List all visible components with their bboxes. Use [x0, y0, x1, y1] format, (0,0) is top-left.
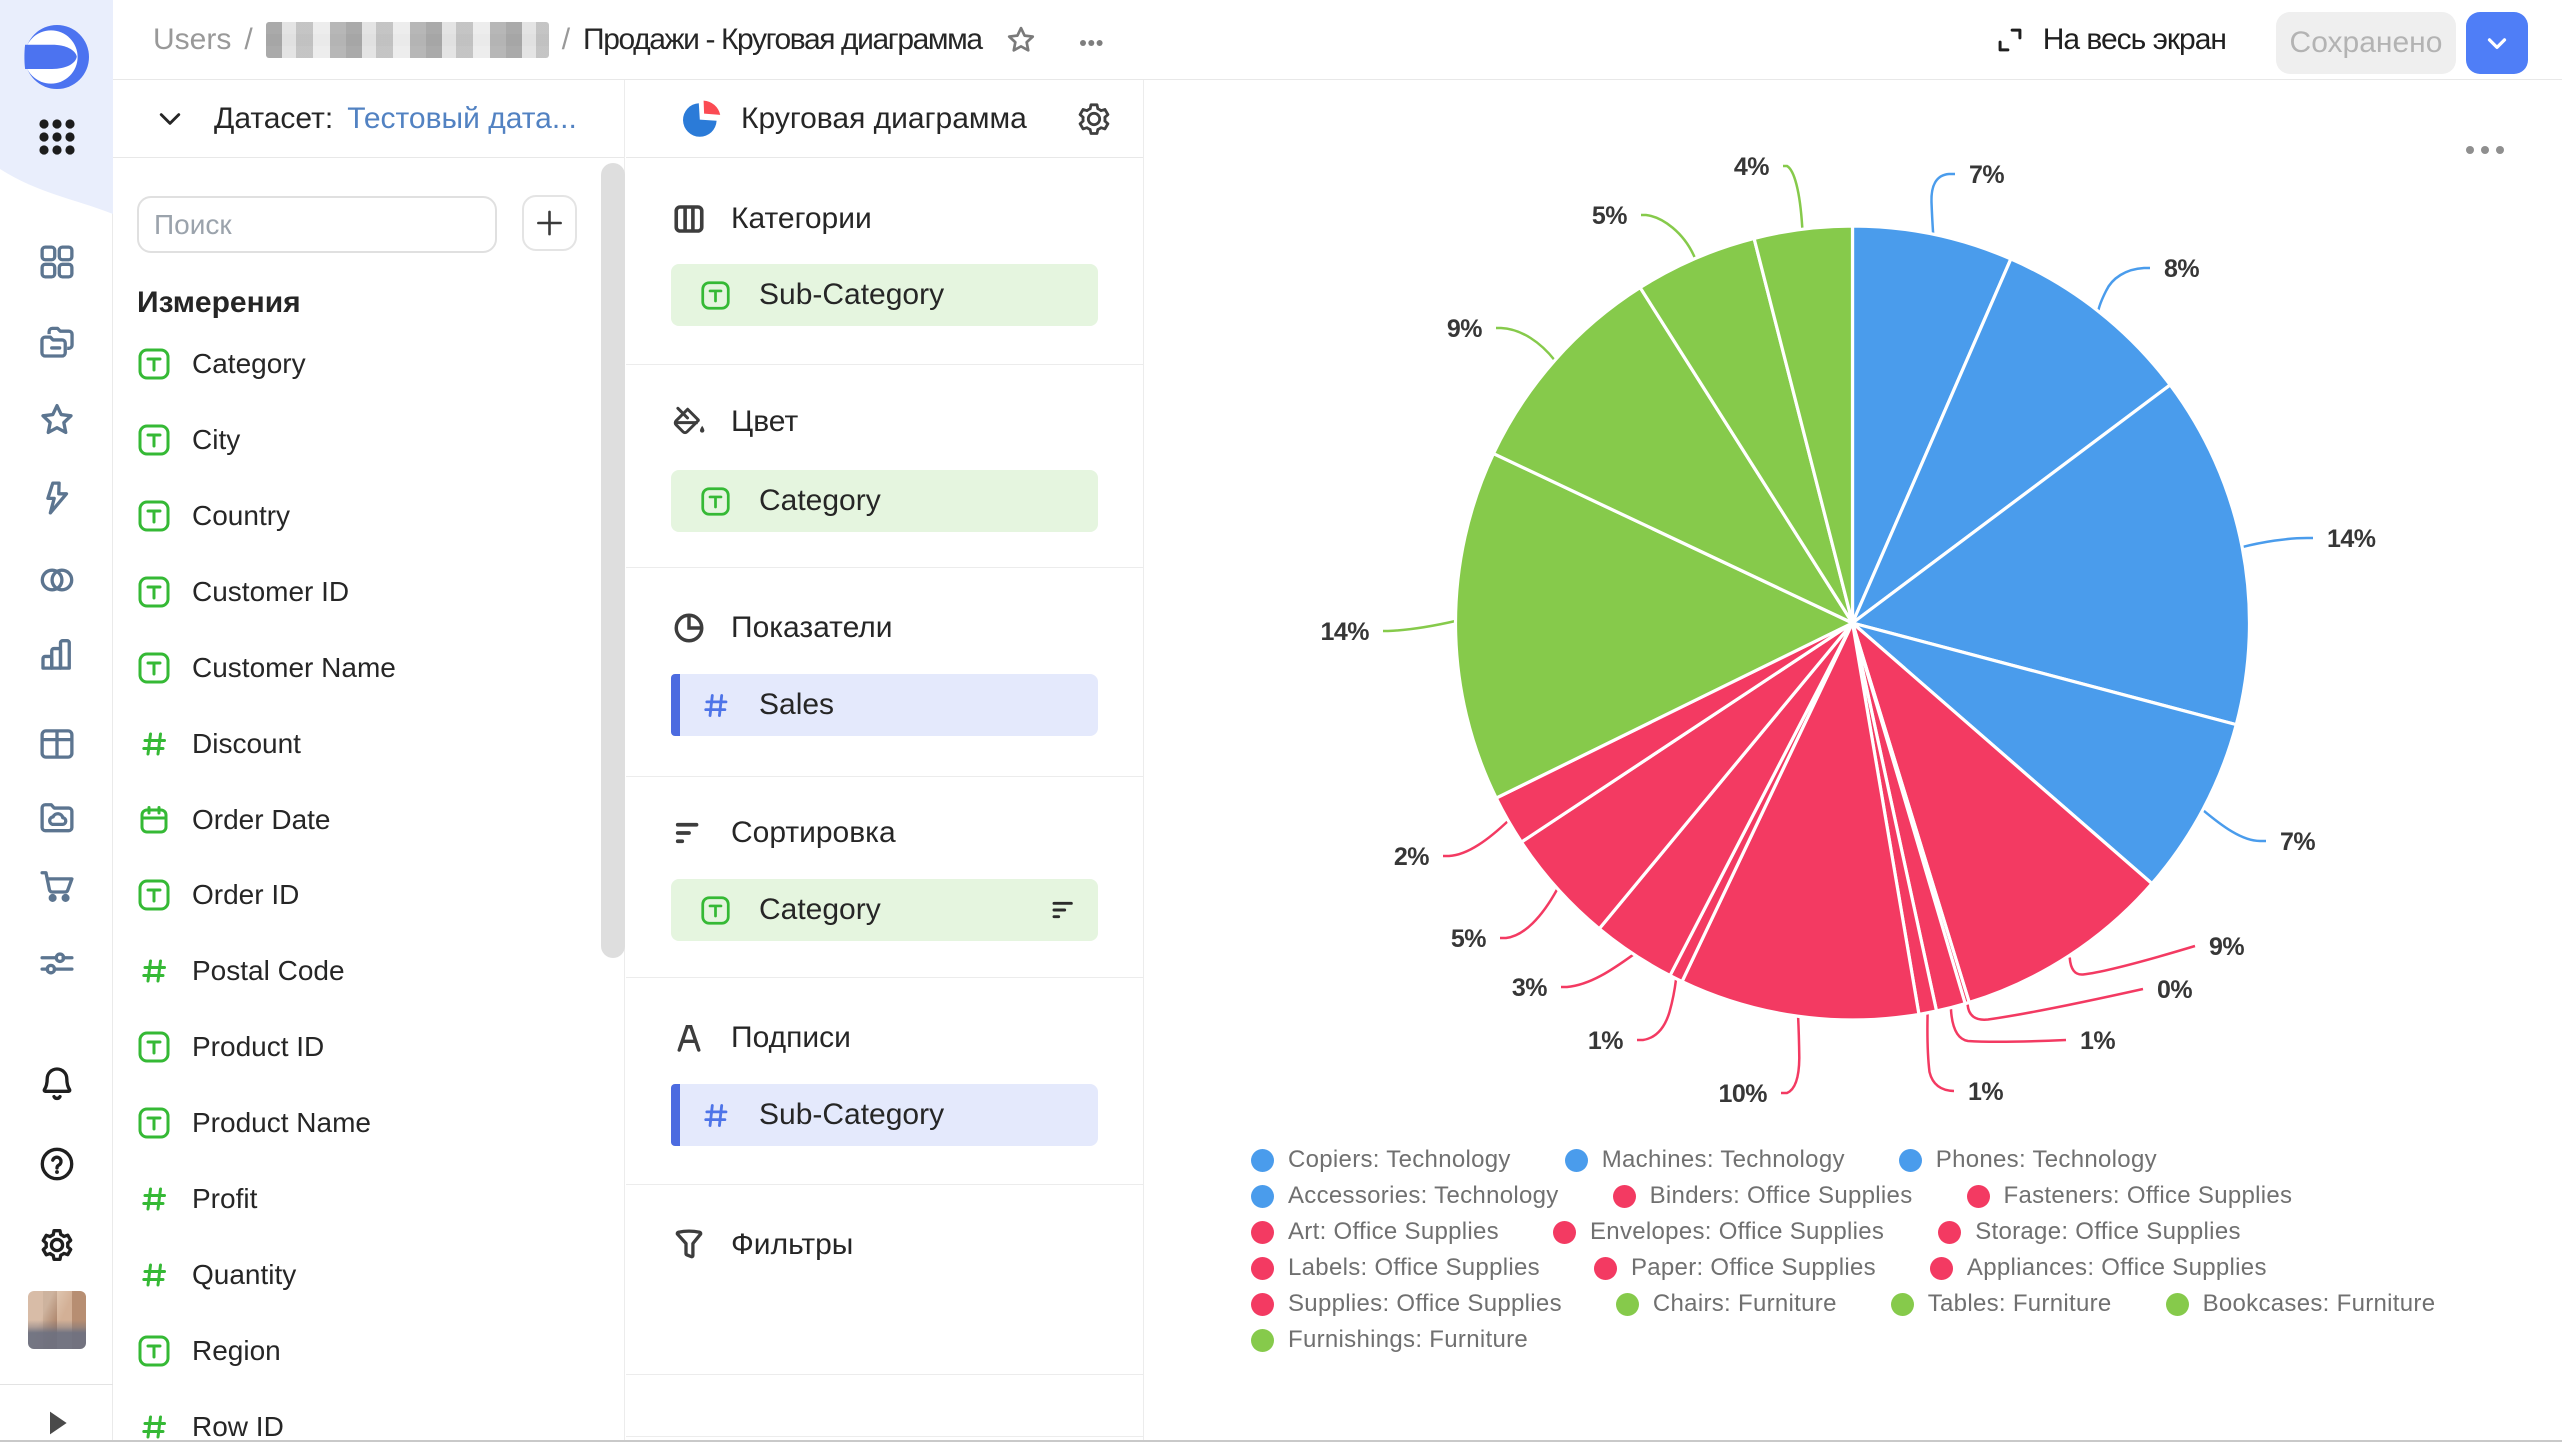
svg-text:8%: 8% [2164, 255, 2199, 283]
svg-text:1%: 1% [2080, 1027, 2115, 1055]
svg-text:0%: 0% [2157, 976, 2192, 1004]
svg-text:9%: 9% [1447, 315, 1482, 343]
svg-text:3%: 3% [1512, 974, 1547, 1002]
svg-text:5%: 5% [1451, 925, 1486, 953]
svg-text:1%: 1% [1588, 1027, 1623, 1055]
svg-text:14%: 14% [1320, 618, 1369, 646]
svg-text:14%: 14% [2327, 525, 2376, 553]
svg-text:7%: 7% [2280, 828, 2315, 856]
svg-text:4%: 4% [1734, 153, 1769, 181]
svg-text:7%: 7% [1969, 161, 2004, 189]
svg-text:1%: 1% [1968, 1078, 2003, 1106]
svg-text:9%: 9% [2209, 933, 2244, 961]
svg-text:5%: 5% [1592, 202, 1627, 230]
svg-text:2%: 2% [1394, 843, 1429, 871]
svg-text:10%: 10% [1718, 1080, 1767, 1108]
